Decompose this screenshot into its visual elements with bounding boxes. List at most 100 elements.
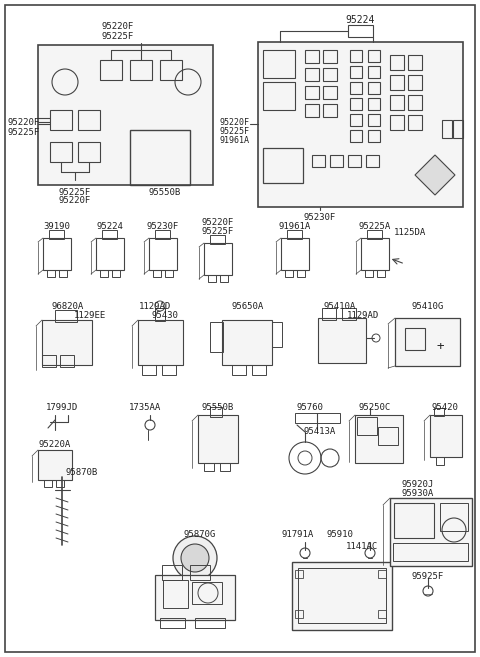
Bar (305, 86, 319, 99)
Text: 95225F: 95225F (220, 127, 250, 136)
Text: 95224: 95224 (345, 15, 375, 25)
Bar (430, 415, 462, 457)
Text: 95225F: 95225F (202, 227, 234, 236)
Bar (160, 618, 185, 628)
Bar (204, 243, 232, 275)
Bar (130, 130, 190, 185)
Bar (350, 98, 362, 110)
Bar (210, 322, 223, 352)
Bar (258, 42, 463, 207)
Text: 95930A: 95930A (402, 489, 434, 498)
Bar (100, 60, 122, 80)
Bar (153, 270, 161, 277)
Bar (295, 413, 340, 423)
Text: 1735AA: 1735AA (129, 403, 161, 412)
Text: 39190: 39190 (44, 222, 71, 231)
Bar (348, 155, 361, 167)
Bar (38, 450, 72, 480)
Bar (44, 480, 52, 487)
Bar (195, 618, 225, 628)
Text: 91961A: 91961A (279, 222, 311, 231)
Text: 95410G: 95410G (412, 302, 444, 311)
Bar (78, 110, 100, 130)
Bar (102, 230, 117, 239)
Text: 95220F: 95220F (202, 218, 234, 227)
Bar (295, 610, 303, 618)
Bar (47, 270, 55, 277)
Text: 95420: 95420 (432, 403, 458, 412)
Bar (232, 365, 246, 375)
Bar (394, 503, 434, 538)
Bar (305, 104, 319, 117)
Bar (390, 498, 472, 566)
Text: 91791A: 91791A (282, 530, 314, 539)
Text: 96820A: 96820A (52, 302, 84, 311)
Bar (162, 365, 176, 375)
Bar (368, 82, 380, 94)
Text: 95220F: 95220F (220, 118, 250, 127)
Bar (350, 82, 362, 94)
Text: 95225F: 95225F (59, 188, 91, 197)
Text: 95920J: 95920J (402, 480, 434, 489)
Text: 1129AD: 1129AD (139, 302, 171, 311)
Bar (55, 310, 77, 322)
Text: 1129EE: 1129EE (74, 311, 106, 320)
Bar (357, 417, 377, 435)
Text: 95925F: 95925F (412, 572, 444, 581)
Bar (130, 60, 152, 80)
Bar (43, 238, 71, 270)
Text: 95230F: 95230F (147, 222, 179, 231)
Bar (285, 270, 293, 277)
Bar (350, 66, 362, 78)
Text: 95224: 95224 (96, 222, 123, 231)
Bar (442, 120, 452, 138)
Bar (436, 457, 444, 465)
Bar (350, 130, 362, 142)
Text: 1799JD: 1799JD (46, 403, 78, 412)
Bar (281, 238, 309, 270)
Text: 95550B: 95550B (202, 403, 234, 412)
Text: 95870B: 95870B (66, 468, 98, 477)
Bar (323, 86, 337, 99)
Text: 95870G: 95870G (184, 530, 216, 539)
Bar (42, 320, 92, 365)
Text: 95220F: 95220F (59, 196, 91, 205)
Bar (361, 238, 389, 270)
Text: 95413A: 95413A (304, 427, 336, 436)
Circle shape (181, 544, 209, 572)
Text: 95225A: 95225A (359, 222, 391, 231)
Text: 95760: 95760 (297, 403, 324, 412)
Bar (112, 270, 120, 277)
Text: 95550B: 95550B (149, 188, 181, 197)
Text: 95220F: 95220F (102, 22, 134, 31)
Bar (78, 142, 100, 162)
Bar (318, 318, 366, 363)
Bar (390, 75, 404, 90)
Bar (208, 275, 216, 282)
Bar (49, 230, 64, 239)
Text: 95220A: 95220A (39, 440, 71, 449)
Text: 95220F: 95220F (8, 118, 40, 127)
Bar (350, 50, 362, 62)
Bar (312, 155, 325, 167)
Bar (190, 565, 210, 580)
Bar (155, 308, 165, 321)
Bar (204, 463, 214, 471)
Bar (163, 580, 188, 608)
Bar (210, 235, 225, 244)
Text: 1141AC: 1141AC (346, 542, 378, 551)
Bar (292, 562, 392, 630)
Bar (305, 68, 319, 81)
Text: 95225F: 95225F (102, 32, 134, 41)
Bar (440, 503, 468, 531)
Bar (378, 427, 398, 445)
Bar (323, 68, 337, 81)
Bar (160, 60, 182, 80)
Bar (323, 50, 337, 63)
Bar (220, 463, 230, 471)
Bar (60, 355, 74, 367)
Bar (390, 95, 404, 110)
Bar (378, 570, 386, 578)
Bar (305, 50, 319, 63)
Bar (56, 480, 64, 487)
